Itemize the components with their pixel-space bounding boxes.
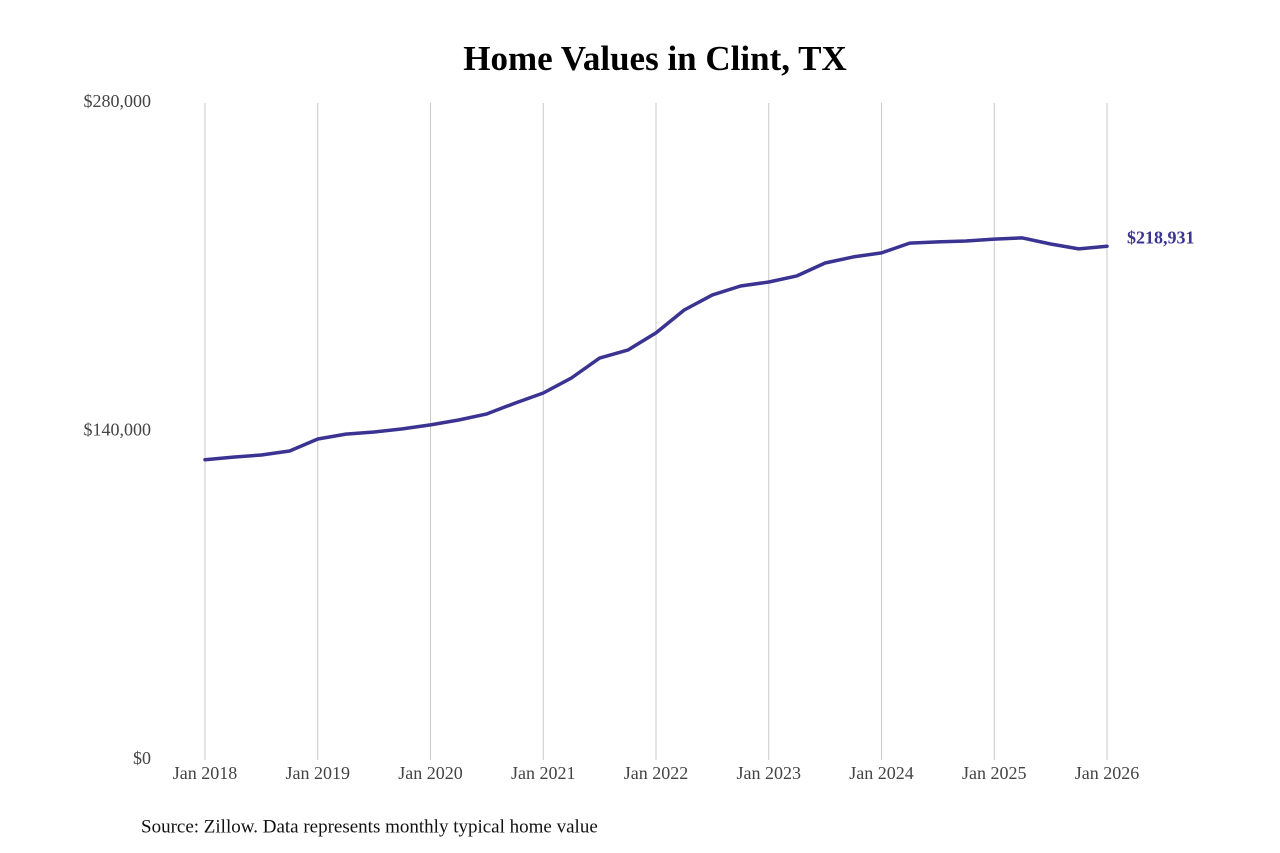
y-tick-label: $0 xyxy=(133,748,151,768)
x-tick-label: Jan 2018 xyxy=(173,763,238,783)
chart-title: Home Values in Clint, TX xyxy=(463,39,846,78)
x-tick-label: Jan 2025 xyxy=(962,763,1027,783)
value-label: $218,931 xyxy=(1127,227,1195,247)
source-note: Source: Zillow. Data represents monthly … xyxy=(141,816,598,837)
x-tick-label: Jan 2022 xyxy=(624,763,689,783)
y-tick-label: $280,000 xyxy=(84,91,152,111)
x-tick-label: Jan 2020 xyxy=(398,763,463,783)
x-tick-label: Jan 2023 xyxy=(737,763,802,783)
line xyxy=(203,236,1109,462)
x-tick-label: Jan 2019 xyxy=(286,763,351,783)
y-tick-label: $140,000 xyxy=(84,420,152,440)
x-tick-label: Jan 2024 xyxy=(849,763,914,783)
x-tick-label: Jan 2021 xyxy=(511,763,576,783)
x-tick-label: Jan 2026 xyxy=(1075,763,1140,783)
